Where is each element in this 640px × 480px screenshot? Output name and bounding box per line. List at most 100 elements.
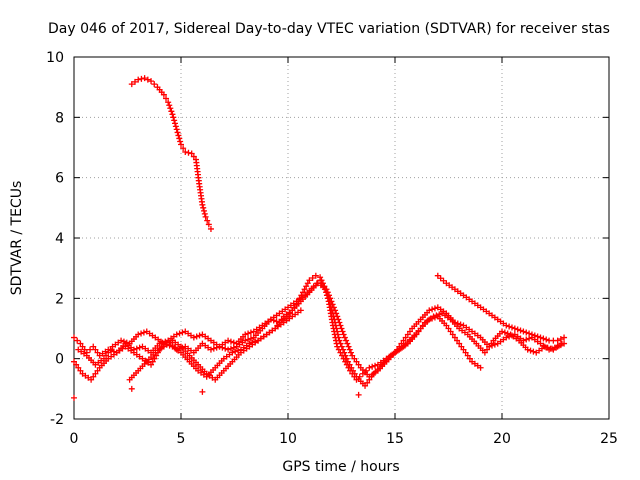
data-point xyxy=(178,141,184,148)
data-point xyxy=(524,346,531,353)
data-point-interp xyxy=(540,335,547,342)
data-point-interp xyxy=(193,333,200,340)
data-point xyxy=(148,361,155,368)
data-point-interp xyxy=(274,322,281,329)
data-point xyxy=(77,340,84,347)
data-point-interp xyxy=(458,343,465,350)
data-point-interp xyxy=(163,95,170,102)
data-point-interp xyxy=(343,337,350,344)
data-point-interp xyxy=(345,343,352,350)
data-point xyxy=(160,91,167,98)
data-point-interp xyxy=(201,210,208,217)
data-point xyxy=(340,331,347,338)
data-point xyxy=(554,337,561,344)
data-point xyxy=(135,331,142,338)
data-point-interp xyxy=(92,346,99,353)
data-point-interp xyxy=(75,364,82,371)
data-point-interp xyxy=(304,280,311,287)
data-point-interp xyxy=(544,344,551,351)
data-point-interp xyxy=(348,364,355,371)
data-point xyxy=(561,334,568,341)
data-point-interp xyxy=(232,348,239,355)
data-point xyxy=(207,225,214,232)
data-point-interp xyxy=(329,301,336,308)
data-point-interp xyxy=(527,347,534,354)
data-point-interp xyxy=(514,326,521,333)
data-point xyxy=(90,343,97,350)
data-point-interp xyxy=(447,328,454,335)
data-point-interp xyxy=(301,286,308,293)
data-point-interp xyxy=(107,346,114,353)
data-point-interp xyxy=(245,330,252,337)
data-point-interp xyxy=(133,345,140,352)
data-point-interp xyxy=(79,343,86,350)
data-point-interp xyxy=(531,332,538,339)
data-point-interp xyxy=(247,329,254,336)
data-point-interp xyxy=(120,338,127,345)
data-points xyxy=(71,75,568,401)
data-point-interp xyxy=(340,346,347,353)
data-point-interp xyxy=(330,304,337,311)
data-point xyxy=(199,201,206,208)
data-point-interp xyxy=(168,108,175,115)
data-point-interp xyxy=(144,76,151,83)
data-point-interp xyxy=(406,328,413,335)
data-point xyxy=(100,355,107,362)
data-point-interp xyxy=(508,324,515,331)
data-point-interp xyxy=(227,338,234,345)
data-point-interp xyxy=(504,330,511,337)
data-point-interp xyxy=(530,348,537,355)
data-point-interp xyxy=(457,321,464,328)
data-point-interp xyxy=(351,370,358,377)
data-point-interp xyxy=(170,114,177,121)
data-point xyxy=(400,337,407,344)
data-point-interp xyxy=(151,81,158,88)
data-point-interp xyxy=(174,129,181,136)
x-tick-label: 15 xyxy=(386,431,404,447)
data-point-interp xyxy=(337,322,344,329)
data-point-interp xyxy=(449,331,456,338)
data-point xyxy=(481,349,488,356)
x-tick-label: 20 xyxy=(493,431,511,447)
data-point-interp xyxy=(402,334,409,341)
data-point-interp xyxy=(74,337,81,344)
x-tick-label: 5 xyxy=(177,431,186,447)
data-point-interp xyxy=(81,346,88,353)
data-point xyxy=(349,352,356,359)
data-point-interp xyxy=(335,316,342,323)
data-point-interp xyxy=(334,313,341,320)
data-point xyxy=(128,81,135,88)
data-point xyxy=(503,334,510,341)
x-tick-label: 0 xyxy=(70,431,79,447)
data-point xyxy=(229,349,236,356)
data-point-interp xyxy=(543,336,550,343)
data-point xyxy=(242,337,249,344)
data-point xyxy=(202,213,209,220)
data-point-interp xyxy=(333,310,340,317)
y-axis-label: SDTVAR / TECUs xyxy=(9,181,25,296)
data-point-interp xyxy=(278,316,285,323)
data-point-interp xyxy=(273,318,280,325)
y-tick-label: 10 xyxy=(46,50,64,66)
data-point-interp xyxy=(501,329,508,336)
data-point-interp xyxy=(343,355,350,362)
data-point-interp xyxy=(149,358,156,365)
data-point-interp xyxy=(353,358,360,365)
data-point-interp xyxy=(364,379,371,386)
data-point xyxy=(460,346,467,353)
data-point xyxy=(511,325,518,332)
data-point xyxy=(528,331,535,338)
data-point-interp xyxy=(176,135,183,142)
y-tick-label: 6 xyxy=(55,171,64,187)
data-point-interp xyxy=(172,120,179,127)
data-point-interp xyxy=(369,363,376,370)
data-point xyxy=(355,391,362,398)
y-tick-label: 2 xyxy=(55,291,64,307)
axis-ticks xyxy=(73,56,610,420)
data-point-interp xyxy=(355,361,362,368)
data-point-interp xyxy=(429,306,436,313)
data-point xyxy=(148,78,155,85)
data-point-interp xyxy=(456,340,463,347)
y-tick-label: -2 xyxy=(50,412,64,428)
data-point-interp xyxy=(325,292,332,299)
